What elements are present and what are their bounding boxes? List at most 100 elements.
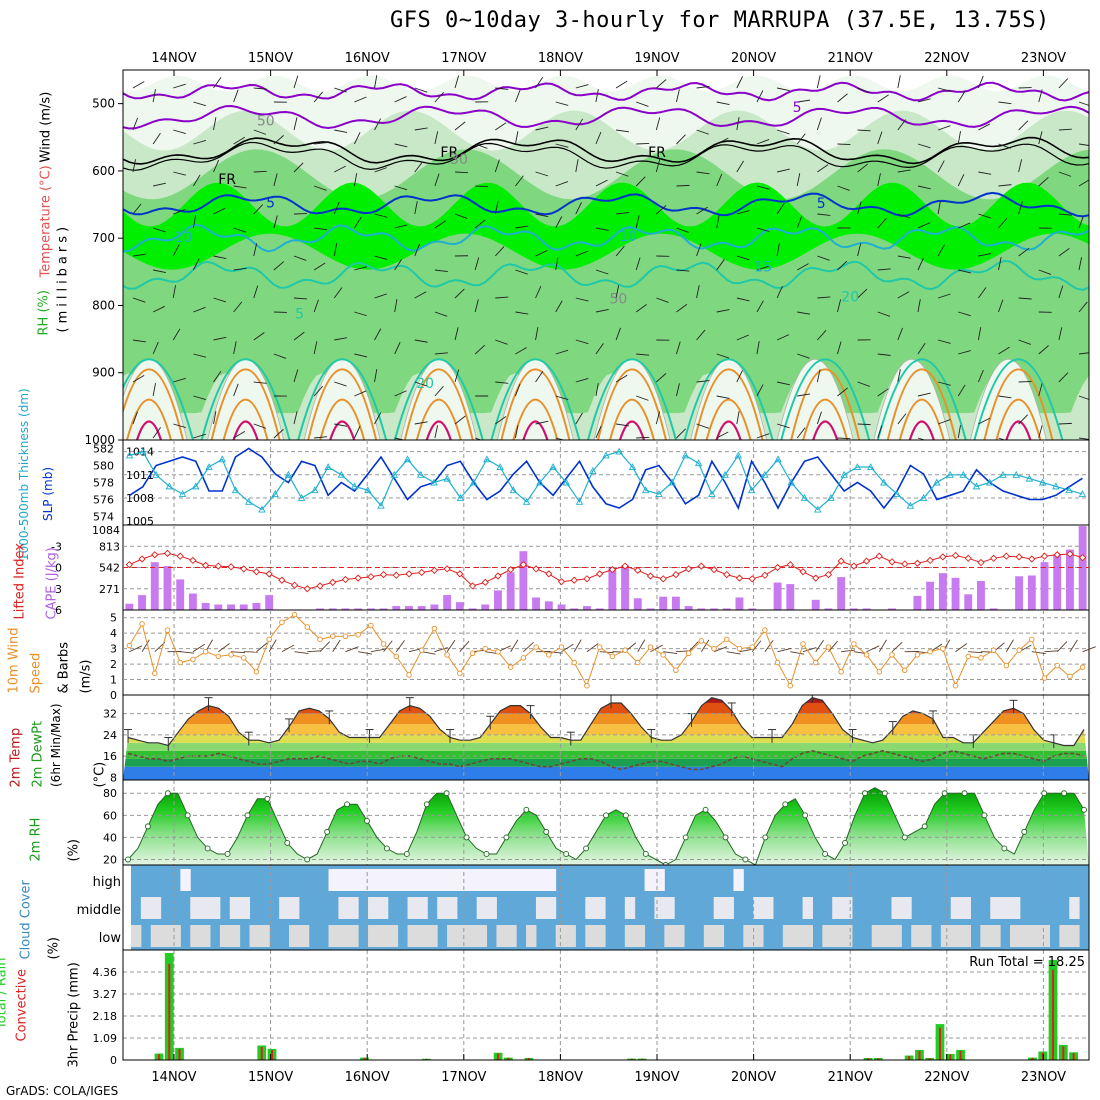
cape-bar xyxy=(239,604,248,610)
wind-barb xyxy=(877,311,891,317)
wind-barb xyxy=(434,385,444,397)
series-dewpt-line xyxy=(127,749,1085,771)
li-point xyxy=(875,552,883,560)
li-point xyxy=(723,570,731,579)
rh-point xyxy=(324,828,331,835)
precip-bar-convective xyxy=(1072,1053,1075,1060)
ytick-li: -3 xyxy=(51,540,62,553)
wind-barb xyxy=(817,164,829,173)
ylabel-slp: SLP (mb) xyxy=(41,466,55,521)
wind-barb xyxy=(193,395,207,401)
wind-point xyxy=(152,670,158,677)
li-point xyxy=(761,571,769,579)
wind-barb xyxy=(434,131,439,145)
wind-barb xyxy=(555,143,569,148)
wind-barb xyxy=(958,350,971,355)
wind-barb xyxy=(334,337,348,341)
wind-barb xyxy=(1058,248,1070,257)
xtick-label-bottom: 18NOV xyxy=(538,1070,583,1085)
cloud-cell-middle xyxy=(832,897,843,919)
wind-barb xyxy=(353,426,361,439)
wind-barb xyxy=(837,387,848,397)
wind-barb xyxy=(515,311,529,315)
cape-bar xyxy=(443,595,452,610)
wind-barb xyxy=(515,347,527,355)
wind-barb xyxy=(515,89,521,103)
cape-bar xyxy=(697,608,706,610)
wind-barb xyxy=(866,645,880,653)
wind-barb xyxy=(475,185,489,188)
wind-barb xyxy=(555,257,559,271)
contour-plus-25 xyxy=(790,368,861,440)
wind-barb xyxy=(816,369,821,383)
wind-barb xyxy=(333,287,343,299)
cloud-cell-middle xyxy=(1000,897,1011,919)
wind-barb xyxy=(595,383,599,397)
rh-point xyxy=(642,851,649,857)
cape-bar xyxy=(659,596,668,610)
wind-barb xyxy=(615,245,625,257)
wind-barb xyxy=(374,213,388,218)
slp-point xyxy=(893,490,901,498)
contour-label: 15 xyxy=(754,259,772,275)
wind-barb xyxy=(1058,128,1072,131)
wind-barb xyxy=(395,640,405,652)
wind-barb xyxy=(615,423,629,427)
slp-point xyxy=(192,482,200,490)
wind-barb xyxy=(937,125,951,131)
xtick-label-bottom: 14NOV xyxy=(151,1070,196,1085)
contour-plus-30 xyxy=(898,398,945,440)
contour-plus-25 xyxy=(983,368,1054,440)
cloud-cell-low xyxy=(249,925,260,947)
wind-barb xyxy=(776,285,783,299)
wind-barb xyxy=(998,437,1006,440)
li-point xyxy=(1053,551,1061,559)
li-point xyxy=(545,570,553,578)
wind-barb xyxy=(676,303,688,313)
wind-barb xyxy=(797,99,811,103)
wind-barb xyxy=(756,90,764,103)
li-point xyxy=(1040,552,1049,560)
cape-bar xyxy=(532,597,541,610)
ytick-cape: 271 xyxy=(99,583,120,596)
rh-point xyxy=(483,851,490,857)
rh-point xyxy=(742,856,749,863)
slp-point xyxy=(390,470,399,478)
wind-barb xyxy=(1038,345,1049,355)
li-point xyxy=(138,555,146,563)
ytick-label: 800 xyxy=(92,298,115,312)
slp-point xyxy=(641,486,650,494)
cloud-cell-low xyxy=(1069,925,1080,947)
precip-bar-convective xyxy=(157,1054,160,1060)
wind-barb xyxy=(937,201,941,215)
slp-point xyxy=(589,466,597,474)
wind-point xyxy=(139,621,145,627)
wind-barb xyxy=(978,253,992,257)
wind-barb xyxy=(535,126,549,131)
cape-bar xyxy=(684,606,693,610)
cape-bar xyxy=(710,608,718,610)
ytick-li: 0 xyxy=(55,562,62,575)
wind-barb xyxy=(575,118,584,131)
wind-barb xyxy=(293,162,304,173)
cape-bar xyxy=(1027,575,1036,610)
wind-barb xyxy=(253,204,264,215)
li-point xyxy=(608,565,616,574)
cloud-cell-low xyxy=(348,925,359,947)
li-point xyxy=(646,572,655,580)
series-slp-line xyxy=(129,450,1083,511)
cape-bar xyxy=(926,581,935,610)
wind-barb xyxy=(434,311,448,317)
wind-barb xyxy=(495,339,508,345)
wind-barb xyxy=(776,381,790,386)
li-point xyxy=(672,570,680,579)
slp-point xyxy=(694,459,703,467)
li-point xyxy=(507,565,515,574)
rh-point xyxy=(344,801,351,808)
cloud-cell-low xyxy=(338,925,349,947)
ytick-label: 1000 xyxy=(84,433,115,447)
wind-barb xyxy=(815,639,824,652)
contour-plus-30 xyxy=(995,398,1042,440)
